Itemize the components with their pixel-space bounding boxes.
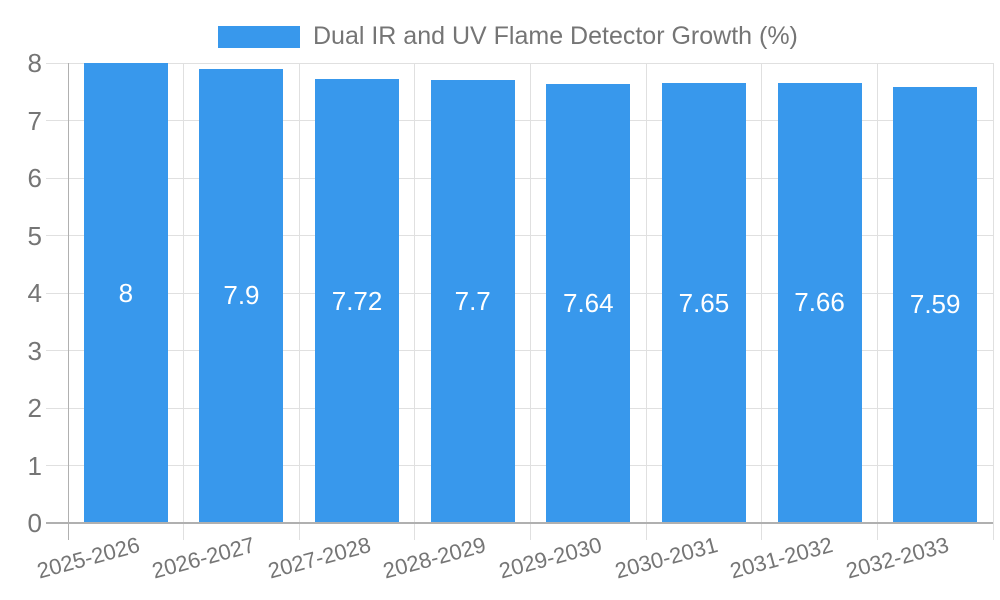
x-axis-label: 2030-2031: [612, 532, 721, 584]
bar-2028-2029[interactable]: 7.7: [430, 80, 515, 523]
x-axis-label: 2027-2028: [265, 532, 374, 584]
bar-value-label: 8: [118, 277, 134, 308]
x-axis-line: [46, 522, 993, 524]
bar-value-label: 7.9: [223, 280, 260, 311]
bar-value-label: 7.72: [331, 285, 383, 316]
bar-2027-2028[interactable]: 7.72: [315, 79, 400, 523]
v-gridline: [414, 63, 416, 540]
legend-swatch: [218, 25, 300, 48]
bar-2030-2031[interactable]: 7.65: [661, 83, 746, 523]
v-gridline: [530, 63, 531, 540]
bar-value-label: 7.65: [678, 287, 730, 318]
y-axis-tick-label: 2: [27, 393, 42, 423]
v-gridline: [761, 63, 763, 540]
bar-value-label: 7.59: [909, 289, 961, 320]
h-gridline: [46, 177, 993, 179]
plot-area: 0 1 2 3 4 5 6 7 8 8 7.9 7.72 7.7 7.64 7.65 7.66 7.59 2025…: [28, 50, 994, 583]
y-axis-tick-label: 4: [27, 278, 42, 308]
y-axis-tick-label: 0: [27, 508, 42, 538]
x-axis-label: 2031-2032: [727, 532, 836, 584]
y-axis-tick-label: 8: [27, 48, 42, 78]
x-axis-label: 2025-2026: [33, 532, 143, 584]
h-gridline: [46, 120, 993, 121]
bar-2029-2030[interactable]: 7.64: [546, 83, 631, 523]
v-gridline: [183, 63, 185, 540]
v-gridline: [298, 63, 300, 540]
bar-2025-2026[interactable]: 8: [83, 63, 168, 523]
bar-value-label: 7.7: [454, 286, 491, 317]
legend-label: Dual IR and UV Flame Detector Growth (%): [313, 22, 798, 50]
bar-2032-2033[interactable]: 7.59: [893, 86, 978, 523]
v-gridline: [992, 63, 994, 540]
x-axis-label: 2028-2029: [380, 532, 489, 584]
bar-2026-2027[interactable]: 7.9: [199, 68, 284, 523]
y-axis-tick-label: 3: [27, 335, 42, 366]
x-axis-label: 2026-2027: [149, 532, 258, 584]
bar-2031-2032[interactable]: 7.66: [777, 82, 862, 523]
v-gridline: [876, 63, 878, 540]
bar-value-label: 7.66: [794, 287, 845, 318]
h-gridline: [46, 292, 993, 294]
y-axis-line: [68, 63, 69, 540]
h-gridline: [46, 465, 993, 466]
h-gridline: [46, 350, 993, 351]
h-gridline: [46, 62, 993, 64]
x-axis-label: 2029-2030: [496, 532, 605, 584]
v-gridline: [645, 63, 647, 540]
y-axis-tick-label: 1: [27, 450, 42, 481]
h-gridline: [46, 235, 993, 236]
y-axis-tick-label: 7: [27, 105, 42, 136]
legend[interactable]: Dual IR and UV Flame Detector Growth (%): [218, 22, 798, 51]
x-axis-label: 2032-2033: [843, 532, 952, 584]
bar-value-label: 7.64: [563, 287, 614, 318]
h-gridline: [46, 407, 993, 409]
y-axis-tick-label: 6: [27, 163, 42, 193]
y-axis-tick-label: 5: [27, 220, 42, 251]
